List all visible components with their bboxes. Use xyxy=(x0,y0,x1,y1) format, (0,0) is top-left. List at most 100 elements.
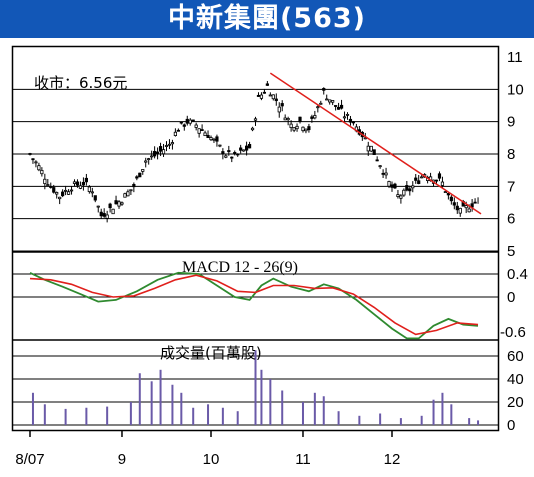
candle-body xyxy=(274,98,278,102)
candle-body xyxy=(378,165,382,168)
volume-bar xyxy=(441,392,444,425)
volume-axis-ticks: 60 40 20 0 xyxy=(507,348,524,434)
candle-body xyxy=(292,127,296,131)
candle-body xyxy=(473,201,477,204)
candle-body xyxy=(304,128,308,132)
candle-body xyxy=(158,146,163,152)
candle-body xyxy=(339,104,344,109)
price-tick-label: 11 xyxy=(507,49,523,66)
volume-bar xyxy=(236,411,239,425)
candle-body xyxy=(242,149,246,152)
candle-body xyxy=(369,145,373,152)
candle-body xyxy=(262,91,267,94)
macd-tick-label: -0.6 xyxy=(500,324,526,341)
candle-body xyxy=(66,191,71,195)
candle-body xyxy=(37,165,41,171)
candle-body xyxy=(123,193,127,198)
candle-body xyxy=(221,151,225,155)
candle-body xyxy=(319,102,323,105)
volume-tick-label: 60 xyxy=(507,348,524,365)
candle-body xyxy=(206,134,210,139)
macd-tick-label: 0.4 xyxy=(507,266,528,283)
candle-body xyxy=(467,208,471,213)
volume-bars xyxy=(31,350,480,425)
candle-body xyxy=(99,211,103,217)
volume-tick-label: 40 xyxy=(507,371,524,388)
candle-body xyxy=(105,214,109,219)
candle-body xyxy=(363,137,367,140)
volume-bar xyxy=(192,407,195,425)
volume-bar xyxy=(150,381,153,425)
candle-body xyxy=(40,169,44,175)
candle-body xyxy=(93,195,97,201)
candle-body xyxy=(298,116,302,122)
candle-body xyxy=(28,153,32,155)
candle-body xyxy=(443,191,448,194)
candle-body xyxy=(55,192,59,195)
candle-body xyxy=(52,187,56,193)
candle-body xyxy=(289,123,293,128)
x-tick-label: 8/07 xyxy=(15,451,44,468)
volume-bar xyxy=(432,399,435,425)
candle-body xyxy=(408,188,412,192)
candle-body xyxy=(384,172,388,176)
candle-body xyxy=(78,185,83,189)
candle-body xyxy=(31,158,35,161)
candle-body xyxy=(372,149,376,155)
candle-body xyxy=(331,100,335,103)
volume-bar xyxy=(85,407,88,425)
volume-bar xyxy=(399,418,402,425)
candle-body xyxy=(449,196,453,202)
volume-bar xyxy=(106,406,109,425)
candle-body xyxy=(164,145,169,147)
candle-body xyxy=(280,103,284,107)
candle-body xyxy=(440,181,445,186)
candle-body xyxy=(197,128,201,134)
candle-body xyxy=(417,180,421,184)
candle-body xyxy=(414,177,418,181)
title-banner xyxy=(0,0,534,38)
volume-bar xyxy=(379,413,382,425)
volume-tick-label: 20 xyxy=(507,394,524,411)
candle-body xyxy=(307,126,311,131)
candle-body xyxy=(117,201,121,207)
candle-body xyxy=(108,203,112,209)
candle-body xyxy=(155,151,160,155)
candle-body xyxy=(286,118,290,121)
candle-body xyxy=(185,118,189,124)
price-tick-label: 10 xyxy=(507,81,524,98)
candle-body xyxy=(236,153,240,156)
candle-body xyxy=(191,119,195,122)
candle-body xyxy=(283,117,287,121)
volume-bar xyxy=(358,415,361,425)
candle-body xyxy=(325,98,329,101)
price-candles xyxy=(28,80,479,223)
volume-bar xyxy=(301,402,304,425)
candle-body xyxy=(161,149,166,155)
candle-body xyxy=(390,184,394,188)
price-axis-ticks: 11 10 9 8 7 6 5 xyxy=(507,49,524,260)
candle-body xyxy=(144,160,148,163)
candle-body xyxy=(212,138,216,141)
candle-body xyxy=(458,207,462,214)
candle-body xyxy=(259,94,264,99)
candle-body xyxy=(81,181,86,186)
candle-body xyxy=(393,183,397,189)
volume-bar xyxy=(207,404,210,425)
candle-body xyxy=(301,126,305,132)
candle-body xyxy=(43,178,47,185)
candle-body xyxy=(420,176,424,179)
macd-line xyxy=(29,271,479,340)
price-tick-label: 5 xyxy=(507,243,515,260)
candle-body xyxy=(405,185,409,191)
candle-body xyxy=(253,118,258,121)
plot-frame xyxy=(11,45,500,432)
volume-bar xyxy=(450,404,453,425)
candle-body xyxy=(218,144,222,147)
candle-body xyxy=(194,124,198,128)
volume-bar xyxy=(313,392,316,425)
candle-body xyxy=(200,129,204,131)
candle-body xyxy=(176,129,180,132)
candle-body xyxy=(277,106,281,113)
x-tick-label: 11 xyxy=(295,451,311,468)
